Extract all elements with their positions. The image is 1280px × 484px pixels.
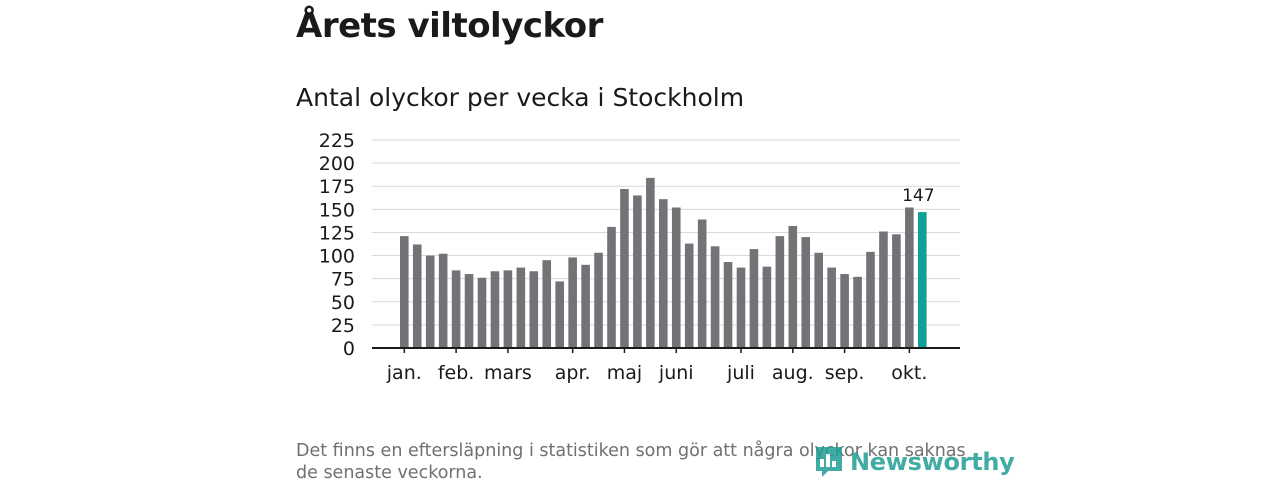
bar-week-24 [697, 219, 707, 348]
y-tick-label-100: 100 [319, 246, 355, 268]
newsworthy-logo: Newsworthy [814, 444, 1015, 480]
bar-week-16 [594, 252, 603, 348]
y-tick-label-225: 225 [319, 130, 355, 152]
bar-week-27 [736, 267, 746, 348]
bar-week-25 [710, 246, 720, 348]
bar-week-9 [503, 270, 513, 348]
y-tick-label-50: 50 [331, 292, 355, 314]
bar-week-33 [814, 252, 823, 348]
bar-week-30 [775, 236, 785, 348]
y-tick-label-75: 75 [331, 269, 355, 291]
bar-week-28 [749, 249, 759, 348]
y-tick-label-25: 25 [331, 315, 355, 337]
y-tick-label-125: 125 [319, 222, 355, 244]
bar-week-38 [879, 231, 888, 348]
bar-week-5 [451, 270, 461, 348]
bar-week-21 [659, 199, 668, 348]
bar-week-13 [555, 281, 564, 348]
x-tick-label-okt.: okt. [891, 362, 927, 384]
bar-week-29 [762, 266, 772, 348]
chart-subtitle: Antal olyckor per vecka i Stockholm [296, 83, 745, 112]
bar-week-4 [438, 253, 448, 348]
x-tick-label-apr.: apr. [555, 362, 591, 384]
bar-week-3 [425, 255, 435, 348]
bar-week-1 [400, 236, 409, 348]
x-tick-label-jan.: jan. [386, 362, 422, 384]
bar-week-7 [477, 277, 487, 348]
bar-week-26 [723, 262, 733, 348]
bar-week-41-highlight [918, 212, 927, 348]
y-tick-label-150: 150 [319, 199, 355, 221]
bar-week-8 [490, 271, 500, 348]
y-tick-label-200: 200 [319, 153, 355, 175]
x-tick-label-sep.: sep. [825, 362, 865, 384]
bar-week-23 [684, 243, 694, 348]
y-tick-label-175: 175 [319, 176, 355, 198]
bar-week-35 [840, 274, 849, 348]
newsworthy-logo-text: Newsworthy [850, 448, 1015, 476]
bar-week-18 [620, 188, 629, 348]
bar-week-14 [568, 257, 577, 348]
footnote: Det finns en eftersläpning i statistiken… [296, 441, 966, 483]
bar-week-34 [827, 267, 836, 348]
bar-week-10 [516, 267, 526, 348]
x-tick-label-juni: juni [658, 362, 694, 384]
page-title: Årets viltolyckor [296, 6, 603, 46]
x-tick-label-feb.: feb. [438, 362, 474, 384]
x-tick-label-juli: juli [726, 362, 755, 384]
bar-value-label: 147 [902, 186, 934, 206]
bar-week-37 [866, 251, 875, 348]
y-tick-label-0: 0 [343, 338, 355, 360]
bar-week-39 [892, 234, 901, 348]
x-tick-label-maj: maj [607, 362, 642, 384]
bar-week-31 [788, 225, 798, 348]
bar-week-17 [607, 226, 616, 348]
bar-week-12 [542, 260, 552, 348]
x-tick-label-aug.: aug. [772, 362, 814, 384]
bar-week-19 [633, 195, 642, 348]
newsworthy-logo-icon [816, 447, 842, 477]
bar-week-11 [529, 271, 539, 348]
bar-week-32 [801, 237, 811, 348]
bar-week-20 [646, 177, 655, 348]
bar-week-36 [853, 276, 862, 348]
bar-week-15 [581, 264, 590, 348]
bar-week-40 [905, 207, 914, 348]
bar-week-2 [412, 244, 422, 348]
x-tick-label-mars: mars [484, 362, 532, 384]
bar-week-6 [464, 274, 474, 348]
bar-week-22 [671, 207, 681, 348]
